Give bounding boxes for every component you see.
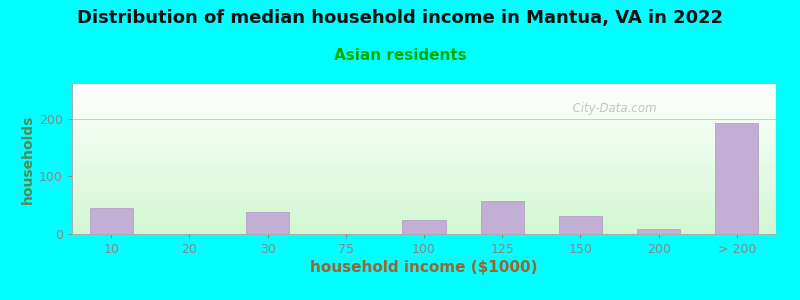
Bar	[402, 220, 446, 234]
Text: Distribution of median household income in Mantua, VA in 2022: Distribution of median household income …	[77, 9, 723, 27]
Bar	[246, 212, 289, 234]
X-axis label: household income ($1000): household income ($1000)	[310, 260, 538, 275]
Bar	[559, 215, 602, 234]
Bar	[90, 208, 133, 234]
Bar	[481, 200, 524, 234]
Text: City-Data.com: City-Data.com	[565, 102, 657, 115]
Bar	[637, 230, 680, 234]
Text: Asian residents: Asian residents	[334, 48, 466, 63]
Bar	[715, 123, 758, 234]
Y-axis label: households: households	[21, 114, 35, 204]
